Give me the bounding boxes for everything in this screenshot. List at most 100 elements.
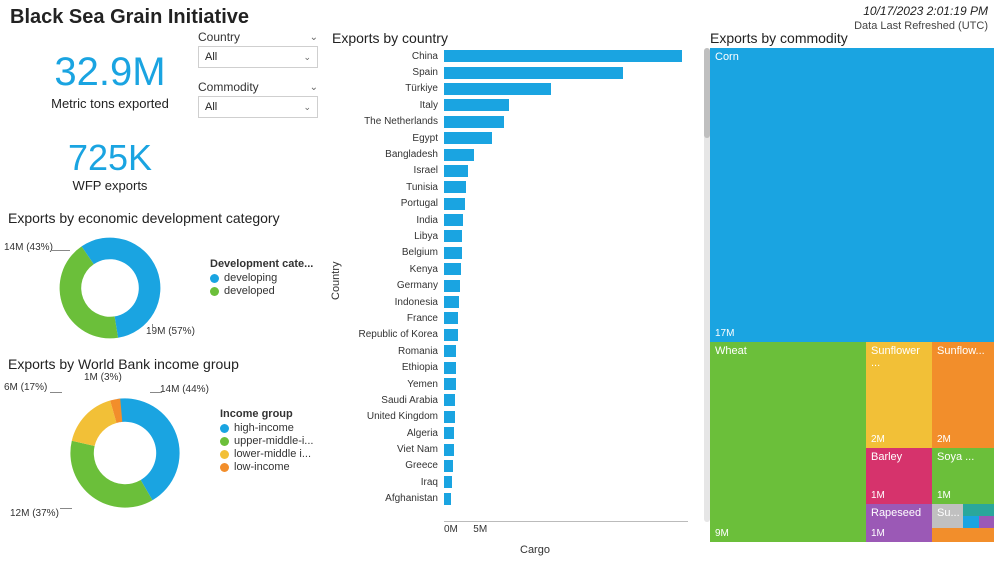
bar-fill (444, 460, 453, 472)
bar-fill (444, 493, 451, 505)
bar-label: France (338, 313, 444, 324)
bar-row[interactable]: Republic of Korea (338, 327, 688, 343)
bar-row[interactable]: The Netherlands (338, 114, 688, 130)
treemap-cell[interactable]: Sunflower ...2M (866, 342, 932, 448)
bar-row[interactable]: Kenya (338, 261, 688, 277)
treemap-title: Exports by commodity (710, 30, 848, 46)
econ-callout-0: 19M (57%) (146, 326, 195, 337)
treemap-cell[interactable]: Barley 1M (866, 448, 932, 504)
bar-label: India (338, 215, 444, 226)
donut-slice[interactable] (60, 246, 118, 338)
bar-row[interactable]: Bangladesh (338, 146, 688, 162)
bar-row[interactable]: Spain (338, 64, 688, 80)
treemap-cell[interactable]: Soya ...1M (932, 448, 994, 504)
bar-row[interactable]: Iraq (338, 474, 688, 490)
treemap-cell[interactable]: Rapeseed1M (866, 504, 932, 542)
donut-slice[interactable] (70, 441, 152, 508)
treemap-label: Barley (871, 451, 927, 463)
treemap-cell[interactable]: Corn17M (710, 48, 994, 342)
bar-label: Israel (338, 165, 444, 176)
bar-row[interactable]: Portugal (338, 196, 688, 212)
treemap-cell[interactable]: Su... (932, 504, 963, 528)
treemap-cell[interactable] (979, 516, 994, 528)
bar-row[interactable]: Italy (338, 97, 688, 113)
legend-swatch (210, 274, 219, 283)
bar-row[interactable]: France (338, 310, 688, 326)
commodity-select[interactable]: All ⌄ (198, 96, 318, 118)
bar-row[interactable]: Indonesia (338, 294, 688, 310)
legend-item[interactable]: upper-middle-i... (220, 435, 313, 447)
treemap-cell[interactable] (963, 504, 994, 516)
legend-item[interactable]: developing (210, 272, 313, 284)
kpi-label: WFP exports (30, 178, 190, 193)
bar-label: Indonesia (338, 297, 444, 308)
bar-label: Viet Nam (338, 444, 444, 455)
income-donut[interactable]: Income group high-incomeupper-middle-i..… (30, 378, 330, 528)
bar-row[interactable]: Türkiye (338, 81, 688, 97)
bar-label: Romania (338, 346, 444, 357)
bar-fill (444, 427, 454, 439)
bar-fill (444, 198, 465, 210)
chevron-down-icon[interactable]: ⌄ (310, 82, 318, 93)
bar-label: Egypt (338, 133, 444, 144)
bar-row[interactable]: Yemen (338, 376, 688, 392)
legend-item[interactable]: developed (210, 285, 313, 297)
legend-item[interactable]: low-income (220, 461, 313, 473)
bar-fill (444, 280, 460, 292)
bar-fill (444, 394, 455, 406)
country-select-value: All (205, 51, 217, 63)
bar-row[interactable]: Israel (338, 163, 688, 179)
income-callout-0: 14M (44%) (160, 384, 209, 395)
income-legend: Income group high-incomeupper-middle-i..… (220, 408, 313, 474)
econ-donut[interactable]: Development cate... developingdeveloped … (30, 228, 330, 348)
bar-row[interactable]: China (338, 48, 688, 64)
bar-row[interactable]: Afghanistan (338, 491, 688, 507)
legend-label: low-income (234, 461, 290, 473)
econ-legend: Development cate... developingdeveloped (210, 258, 313, 298)
bar-row[interactable]: Algeria (338, 425, 688, 441)
bar-label: Yemen (338, 379, 444, 390)
bar-label: Greece (338, 460, 444, 471)
treemap-label: Sunflow... (937, 345, 989, 357)
treemap-value: 1M (937, 490, 989, 501)
bar-row[interactable]: Egypt (338, 130, 688, 146)
bar-row[interactable]: Saudi Arabia (338, 392, 688, 408)
bar-row[interactable]: United Kingdom (338, 409, 688, 425)
treemap-cell[interactable]: Wheat9M (710, 342, 866, 542)
bar-fill (444, 444, 454, 456)
legend-label: lower-middle i... (234, 448, 311, 460)
bar-fill (444, 411, 455, 423)
legend-title: Development cate... (210, 258, 313, 270)
bar-row[interactable]: Belgium (338, 245, 688, 261)
kpi-wfp-exports: 725K WFP exports (30, 140, 190, 193)
treemap-value: 17M (715, 328, 989, 339)
bar-row[interactable]: Romania (338, 343, 688, 359)
legend-swatch (210, 287, 219, 296)
filter-label-commodity: Commodity (198, 80, 259, 94)
bar-row[interactable]: Germany (338, 277, 688, 293)
treemap-value: 2M (871, 434, 927, 445)
treemap[interactable]: Corn17MWheat9MSunflower ...2MSunflow...2… (710, 48, 994, 542)
chevron-down-icon[interactable]: ⌄ (310, 32, 318, 43)
legend-item[interactable]: high-income (220, 422, 313, 434)
treemap-cell[interactable] (932, 528, 994, 542)
bar-label: Spain (338, 67, 444, 78)
bar-fill (444, 116, 504, 128)
country-select[interactable]: All ⌄ (198, 46, 318, 68)
bar-fill (444, 181, 466, 193)
treemap-value: 1M (871, 528, 927, 539)
bar-row[interactable]: Viet Nam (338, 441, 688, 457)
bar-chart[interactable]: China Spain TürkiyeItalyThe Netherlands Egy… (338, 48, 688, 548)
legend-label: developed (224, 285, 275, 297)
econ-title: Exports by economic development category (8, 210, 280, 226)
legend-item[interactable]: lower-middle i... (220, 448, 313, 460)
bar-row[interactable]: India (338, 212, 688, 228)
bar-row[interactable]: Greece (338, 458, 688, 474)
treemap-cell[interactable]: Sunflow...2M (932, 342, 994, 448)
donut-slice[interactable] (72, 400, 117, 446)
bar-row[interactable]: Libya (338, 228, 688, 244)
bar-row[interactable]: Tunisia (338, 179, 688, 195)
treemap-value: 1M (871, 490, 927, 501)
treemap-cell[interactable] (963, 516, 979, 528)
bar-row[interactable]: Ethiopia (338, 359, 688, 375)
